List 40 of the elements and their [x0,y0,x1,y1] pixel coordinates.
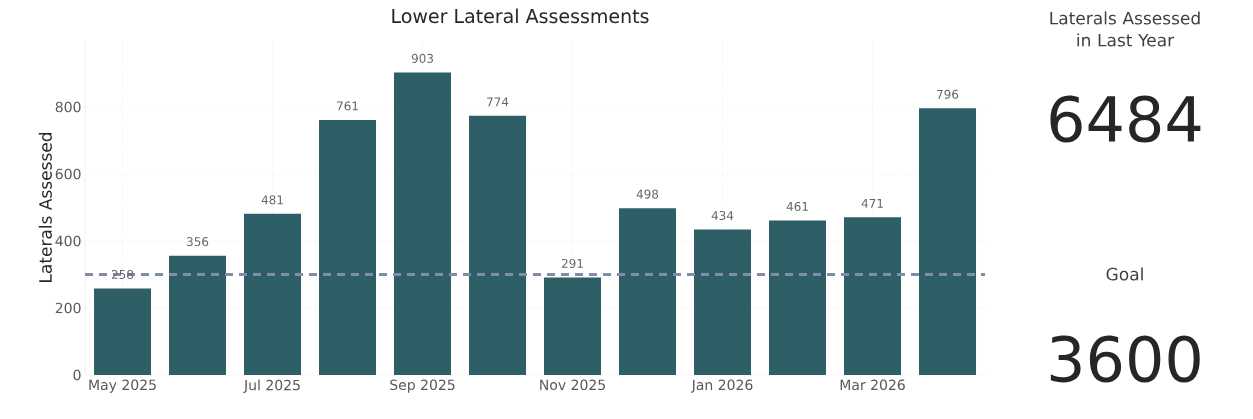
bar [94,288,152,375]
bar [694,229,752,375]
bar [844,217,901,375]
x-tick-label: Sep 2025 [390,379,455,393]
data-label: 796 [937,89,959,99]
text: Laterals Assessed in Last Year [1050,11,1200,47]
data-label: 291 [561,258,583,268]
x-tick-label: Mar 2026 [840,379,905,391]
bar [919,108,976,375]
text: 3600 [1050,335,1200,383]
data-label: 481 [261,195,283,205]
x-tick-label: Nov 2025 [540,379,605,391]
bar [544,277,602,375]
bar [244,213,302,375]
x-tick-label: Jan 2026 [690,379,753,393]
data-label: 761 [337,101,358,111]
bar [469,115,527,375]
y-tick-label: 0 [73,369,81,381]
text: Goal [1106,267,1143,281]
data-label: 774 [487,97,509,107]
x-tick-label: May 2025 [89,379,156,393]
x-tick-label: Jul 2025 [243,379,300,393]
bar [769,220,827,375]
text: 6484 [1050,95,1201,143]
data-label: 471 [861,198,883,208]
bar [394,72,452,375]
chart-title: Lower Lateral Assessments [392,8,649,24]
data-label: 461 [786,201,808,212]
data-label: 498 [636,189,659,199]
bar [619,208,677,375]
y-tick-label: 800 [55,101,81,113]
data-label: 434 [711,210,734,221]
y-tick-label: 600 [55,168,81,180]
data-label: 903 [411,53,433,63]
data-label: 356 [186,237,209,247]
y-tick-label: 400 [55,235,81,247]
bar [319,120,377,375]
bar [169,255,227,375]
y-tick-label: 200 [55,302,81,314]
y-axis-title: Laterals Assessed [38,132,52,282]
